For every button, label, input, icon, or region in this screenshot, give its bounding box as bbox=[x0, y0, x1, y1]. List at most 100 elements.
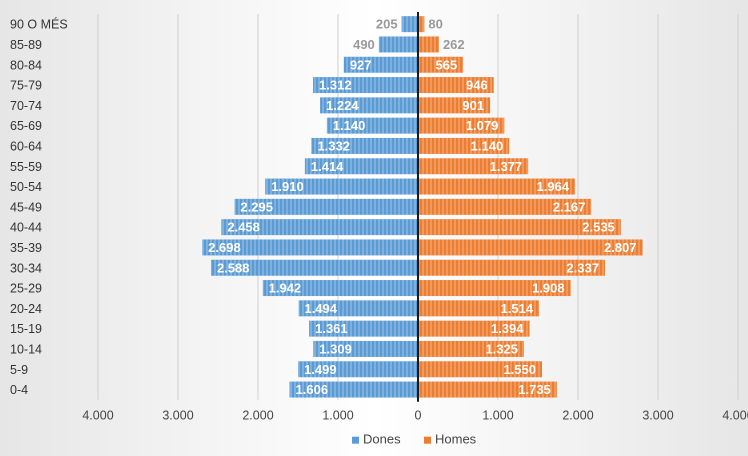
legend-swatch-homes bbox=[424, 436, 431, 444]
data-label: 1.606 bbox=[296, 382, 329, 397]
data-label: 1.309 bbox=[319, 341, 352, 356]
bar-dones-85-89 bbox=[378, 36, 418, 53]
data-label: 1.332 bbox=[317, 138, 350, 153]
data-label: 205 bbox=[376, 17, 398, 32]
bar-homes-85-89 bbox=[418, 36, 439, 53]
data-label: 1.361 bbox=[315, 321, 348, 336]
bar-dones-45-49 bbox=[234, 198, 418, 215]
y-tick-label: 60-64 bbox=[10, 139, 42, 153]
data-label: 565 bbox=[435, 57, 457, 72]
bar-dones-0-4 bbox=[289, 381, 418, 398]
bar-dones-90-o-més bbox=[401, 16, 418, 33]
y-tick-label: 50-54 bbox=[10, 180, 42, 194]
y-tick-label: 65-69 bbox=[10, 119, 42, 133]
data-label: 1.140 bbox=[471, 138, 504, 153]
legend-label-homes: Homes bbox=[435, 432, 477, 447]
bar-dones-50-54 bbox=[265, 178, 418, 195]
y-tick-label: 0-4 bbox=[10, 383, 28, 397]
data-label: 2.167 bbox=[553, 199, 586, 214]
x-tick-label: 4.000 bbox=[722, 409, 748, 423]
bar-homes-75-79 bbox=[418, 77, 494, 94]
bar-homes-70-74 bbox=[418, 97, 491, 114]
x-tick-label: 2.000 bbox=[562, 409, 593, 423]
x-tick-label: 1.000 bbox=[322, 409, 353, 423]
data-label: 1.514 bbox=[501, 301, 534, 316]
x-tick-label: 3.000 bbox=[162, 409, 193, 423]
y-tick-label: 45-49 bbox=[10, 200, 42, 214]
bar-dones-20-24 bbox=[298, 300, 418, 317]
bar-homes-50-54 bbox=[418, 178, 576, 195]
y-tick-label: 55-59 bbox=[10, 160, 42, 174]
y-tick-label: 35-39 bbox=[10, 241, 42, 255]
data-label: 1.224 bbox=[326, 98, 359, 113]
bar-homes-10-14 bbox=[418, 340, 524, 357]
bar-homes-35-39 bbox=[418, 239, 643, 256]
x-tick-label: 3.000 bbox=[642, 409, 673, 423]
data-label: 1.499 bbox=[304, 362, 337, 377]
data-label: 901 bbox=[462, 98, 484, 113]
y-tick-label: 5-9 bbox=[10, 363, 28, 377]
data-label: 1.414 bbox=[311, 159, 344, 174]
data-label: 1.964 bbox=[537, 179, 570, 194]
data-label: 2.535 bbox=[582, 220, 615, 235]
data-label: 946 bbox=[466, 78, 488, 93]
bar-dones-60-64 bbox=[311, 137, 418, 154]
data-label: 1.908 bbox=[532, 281, 565, 296]
bar-dones-70-74 bbox=[320, 97, 418, 114]
y-tick-label: 90 O MÉS bbox=[10, 17, 68, 32]
data-label: 490 bbox=[353, 37, 375, 52]
y-tick-label: 20-24 bbox=[10, 302, 42, 316]
bar-homes-30-34 bbox=[418, 259, 605, 276]
data-label: 1.325 bbox=[485, 341, 518, 356]
data-label: 2.295 bbox=[240, 199, 273, 214]
bar-homes-65-69 bbox=[418, 117, 505, 134]
bar-dones-35-39 bbox=[202, 239, 418, 256]
data-label: 1.910 bbox=[271, 179, 304, 194]
bar-homes-15-19 bbox=[418, 320, 530, 337]
bar-homes-0-4 bbox=[418, 381, 557, 398]
bar-homes-40-44 bbox=[418, 219, 621, 236]
bar-homes-20-24 bbox=[418, 300, 540, 317]
data-label: 1.394 bbox=[491, 321, 524, 336]
bar-dones-80-84 bbox=[343, 56, 418, 73]
y-tick-label: 70-74 bbox=[10, 99, 42, 113]
data-label: 1.377 bbox=[490, 159, 523, 174]
x-tick-label: 0 bbox=[415, 409, 422, 423]
data-label: 2.337 bbox=[566, 260, 599, 275]
bar-homes-5-9 bbox=[418, 361, 542, 378]
y-tick-label: 15-19 bbox=[10, 322, 42, 336]
data-label: 80 bbox=[428, 17, 442, 32]
x-tick-label: 1.000 bbox=[482, 409, 513, 423]
data-label: 1.735 bbox=[518, 382, 551, 397]
data-label: 2.458 bbox=[227, 220, 260, 235]
bar-homes-25-29 bbox=[418, 280, 571, 297]
y-tick-label: 30-34 bbox=[10, 261, 42, 275]
bar-homes-80-84 bbox=[418, 56, 464, 73]
bar-dones-5-9 bbox=[298, 361, 418, 378]
data-label: 1.079 bbox=[466, 118, 499, 133]
y-tick-label: 25-29 bbox=[10, 282, 42, 296]
data-label: 1.312 bbox=[319, 78, 352, 93]
bar-homes-60-64 bbox=[418, 137, 510, 154]
data-label: 2.698 bbox=[208, 240, 241, 255]
bar-dones-25-29 bbox=[262, 280, 418, 297]
y-tick-label: 80-84 bbox=[10, 58, 42, 72]
bar-dones-30-34 bbox=[210, 259, 418, 276]
bar-dones-15-19 bbox=[309, 320, 418, 337]
bar-dones-10-14 bbox=[313, 340, 418, 357]
y-tick-label: 10-14 bbox=[10, 342, 42, 356]
data-label: 1.942 bbox=[269, 281, 302, 296]
y-tick-label: 85-89 bbox=[10, 38, 42, 52]
x-tick-label: 2.000 bbox=[242, 409, 273, 423]
legend-swatch-dones bbox=[352, 436, 359, 444]
bar-dones-40-44 bbox=[221, 219, 418, 236]
bar-dones-55-59 bbox=[304, 158, 418, 175]
x-tick-label: 4.000 bbox=[82, 409, 113, 423]
bar-homes-90-o-més bbox=[418, 16, 425, 33]
bar-dones-65-69 bbox=[326, 117, 418, 134]
data-label: 262 bbox=[443, 37, 465, 52]
bar-homes-55-59 bbox=[418, 158, 529, 175]
data-label: 2.807 bbox=[604, 240, 637, 255]
data-label: 1.140 bbox=[333, 118, 366, 133]
